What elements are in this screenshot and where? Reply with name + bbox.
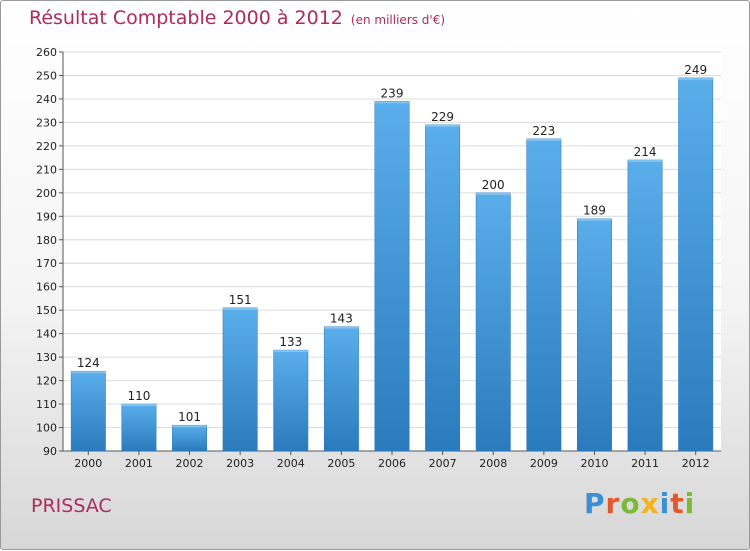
y-tick-label: 120	[36, 375, 57, 388]
y-tick-label: 150	[36, 304, 57, 317]
bar-top-highlight	[526, 138, 562, 141]
value-label-2000: 124	[77, 356, 100, 370]
place-name: PRISSAC	[31, 495, 112, 517]
x-tick-label-2008: 2008	[479, 457, 507, 470]
y-tick-label: 160	[36, 281, 57, 294]
x-tick-label-2003: 2003	[226, 457, 254, 470]
x-tick-label-2007: 2007	[429, 457, 457, 470]
bar-2000	[70, 370, 106, 452]
bar-top-highlight	[222, 307, 258, 310]
bar-2003	[222, 307, 258, 452]
x-tick-label-2010: 2010	[580, 457, 608, 470]
bar-top-highlight	[374, 101, 410, 104]
bar-2009	[526, 138, 562, 452]
value-label-2007: 229	[431, 110, 454, 124]
y-tick-label: 260	[36, 46, 57, 59]
proxiti-logo[interactable]: Proxiti	[584, 487, 696, 520]
bar-2002	[172, 424, 207, 452]
y-tick-label: 220	[36, 140, 57, 153]
bar-top-highlight	[678, 77, 713, 80]
bar-top-highlight	[627, 159, 663, 162]
bar-top-highlight	[121, 404, 157, 407]
bar-top-highlight	[476, 192, 511, 195]
chart-subtitle: (en milliers d'€)	[350, 13, 446, 27]
y-tick-label: 100	[36, 422, 57, 435]
bar-2006	[374, 101, 410, 452]
value-label-2005: 143	[330, 312, 353, 326]
bar-top-highlight	[324, 326, 359, 329]
y-tick-label: 240	[36, 93, 57, 106]
x-tick-label-2009: 2009	[530, 457, 558, 470]
y-tick-label: 200	[36, 187, 57, 200]
bar-top-highlight	[71, 371, 106, 374]
bar-2004	[273, 349, 309, 452]
x-tick-label-2005: 2005	[327, 457, 355, 470]
y-tick-label: 110	[36, 398, 57, 411]
y-tick-label: 90	[43, 445, 57, 458]
chart-title: Résultat Comptable 2000 à 2012 (en millie…	[29, 7, 445, 29]
y-tick-label: 140	[36, 328, 57, 341]
value-label-2001: 110	[127, 389, 150, 403]
value-label-2012: 249	[684, 63, 707, 77]
y-tick-label: 230	[36, 116, 57, 129]
labels: 124 2000 110 2001 101 2002 151 2003 133 2004 143 20…	[74, 63, 709, 470]
value-label-2003: 151	[229, 293, 252, 307]
x-tick-label-2006: 2006	[378, 457, 406, 470]
x-tick-label-2001: 2001	[125, 457, 153, 470]
y-tick-label: 190	[36, 210, 57, 223]
y-tick-label: 250	[36, 69, 57, 82]
value-label-2004: 133	[279, 335, 302, 349]
bar-2011	[627, 159, 663, 452]
y-tick-label: 170	[36, 257, 57, 270]
bar-2010	[577, 218, 612, 452]
x-tick-label-2002: 2002	[176, 457, 204, 470]
bar-2008	[475, 192, 511, 452]
bar-top-highlight	[425, 124, 460, 127]
bar-2001	[121, 403, 157, 452]
x-tick-label-2011: 2011	[631, 457, 659, 470]
bar-top-highlight	[577, 218, 612, 221]
y-tick-label: 210	[36, 163, 57, 176]
y-tick-label: 180	[36, 234, 57, 247]
x-tick-label-2004: 2004	[277, 457, 305, 470]
value-label-2010: 189	[583, 204, 606, 218]
x-tick-label-2000: 2000	[74, 457, 102, 470]
value-label-2006: 239	[381, 86, 404, 100]
x-tick-label-2012: 2012	[682, 457, 710, 470]
bar-top-highlight	[273, 350, 308, 353]
bar-top-highlight	[172, 425, 207, 428]
bar-2012	[678, 77, 714, 452]
y-tick-label: 130	[36, 351, 57, 364]
value-label-2009: 223	[532, 124, 555, 138]
value-label-2008: 200	[482, 178, 505, 192]
chart-title-text: Résultat Comptable 2000 à 2012	[29, 7, 343, 29]
bar-2005	[323, 326, 359, 452]
bar-2007	[425, 124, 461, 452]
value-label-2002: 101	[178, 410, 201, 424]
bars	[70, 77, 714, 452]
value-label-2011: 214	[634, 145, 657, 159]
